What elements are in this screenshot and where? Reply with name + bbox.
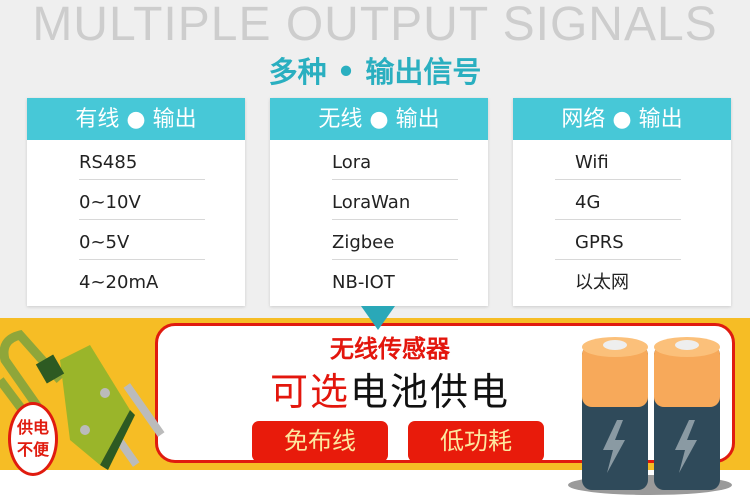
badge-line: 供电 [16, 418, 49, 437]
card-header: 有线 ● 输出 [27, 98, 245, 140]
badge-line: 不便 [16, 440, 49, 459]
battery-icon [568, 337, 732, 495]
card-network-output: 网络 ● 输出 Wifi 4G GPRS 以太网 [513, 98, 731, 306]
list-item: GPRS [555, 220, 681, 260]
card-wired-output: 有线 ● 输出 RS485 0~10V 0~5V 4~20mA [27, 98, 245, 306]
list-item: NB-IOT [332, 272, 395, 293]
list-item: 0~10V [79, 180, 205, 220]
banner-subheading: 可选电池供电 [155, 368, 625, 416]
watermark-text: MULTIPLE OUTPUT SIGNALS [32, 0, 718, 50]
list-item: 4G [555, 180, 681, 220]
list-item: 4~20mA [79, 272, 159, 293]
card-header: 无线 ● 输出 [270, 98, 488, 140]
subheading-text: 电池供电 [350, 370, 511, 414]
list-item: Zigbee [332, 220, 458, 260]
list-item: LoraWan [332, 180, 458, 220]
banner-heading: 无线传感器 [330, 335, 450, 363]
low-power-button: 低功耗 [408, 421, 544, 462]
highlight-text: 可选 [269, 370, 350, 414]
card-header: 网络 ● 输出 [513, 98, 731, 140]
list-item: RS485 [79, 140, 205, 180]
list-item: Lora [332, 140, 458, 180]
pointer-triangle [361, 306, 395, 330]
inconvenient-power-badge: 供电 不便 [8, 402, 58, 476]
page-title: 多种 • 输出信号 [268, 55, 482, 89]
no-wiring-button: 免布线 [252, 421, 388, 462]
list-item: 以太网 [575, 272, 629, 293]
list-item: 0~5V [79, 220, 205, 260]
list-item: Wifi [555, 140, 681, 180]
card-wireless-output: 无线 ● 输出 Lora LoraWan Zigbee NB-IOT [270, 98, 488, 306]
plug-icon [0, 329, 165, 470]
